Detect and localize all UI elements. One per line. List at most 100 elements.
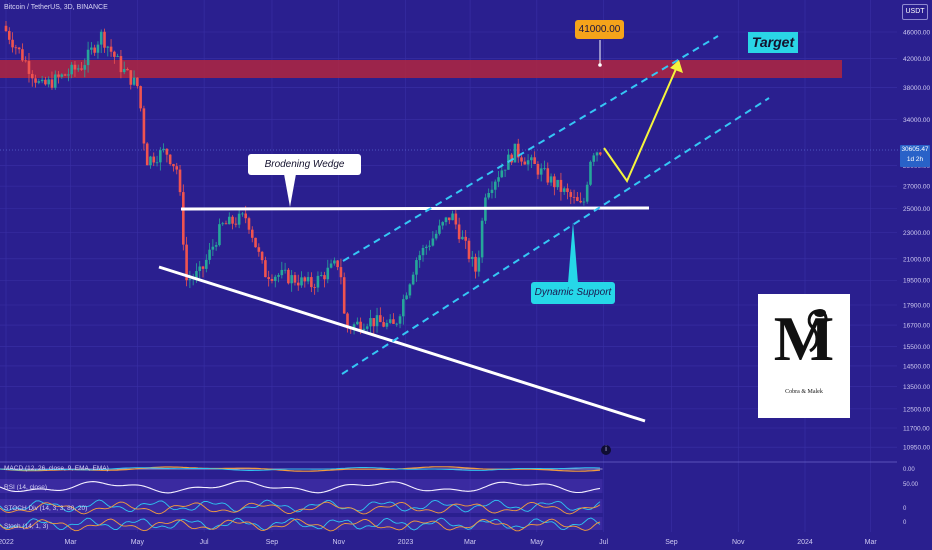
candle-body xyxy=(342,277,346,314)
candle-body xyxy=(526,160,530,165)
candle-body xyxy=(553,176,556,188)
candle-body xyxy=(444,217,448,223)
candle-body xyxy=(418,255,422,261)
candle-body xyxy=(126,68,129,71)
candle-body xyxy=(122,68,126,73)
candle-body xyxy=(415,260,418,275)
candle-body xyxy=(454,213,458,225)
time-tick-label: Sep xyxy=(266,539,279,546)
candle-body xyxy=(53,74,57,88)
candle-body xyxy=(379,315,382,323)
candle-body xyxy=(369,318,372,327)
candle-body xyxy=(438,225,441,234)
candle-body xyxy=(80,68,83,70)
candle-body xyxy=(267,277,270,280)
candle-body xyxy=(392,319,395,324)
candle-body xyxy=(155,162,159,164)
time-tick-label: Jul xyxy=(599,539,608,546)
candle-body xyxy=(313,287,316,288)
grid-lines xyxy=(0,0,897,532)
price-tick-label: 19500.00 xyxy=(903,278,930,285)
candle-body xyxy=(103,31,106,48)
candle-body xyxy=(464,236,467,241)
candle-body xyxy=(188,279,192,281)
price-tick-label: 38000.00 xyxy=(903,85,930,92)
cobra-icon xyxy=(807,309,828,353)
price-tick-label: 34000.00 xyxy=(903,117,930,124)
wedge-upper-line xyxy=(180,206,650,211)
candle-body xyxy=(37,81,41,83)
candle-body xyxy=(214,245,218,247)
candle-body xyxy=(119,56,123,73)
candle-body xyxy=(543,168,546,170)
candle-body xyxy=(503,169,507,171)
candle-body xyxy=(585,184,589,202)
time-tick-label: 2023 xyxy=(398,539,414,546)
candle-body xyxy=(300,277,303,286)
candle-body xyxy=(27,61,31,74)
candle-body xyxy=(572,196,576,198)
candle-body xyxy=(83,65,87,70)
candle-body xyxy=(50,79,54,88)
candle-body xyxy=(375,315,379,327)
candle-body xyxy=(487,192,490,198)
candle-body xyxy=(303,277,307,282)
wedge-lower-line xyxy=(158,265,646,423)
candle-body xyxy=(477,257,481,272)
candle-body xyxy=(434,233,438,239)
candle-body xyxy=(516,143,520,158)
candle-body xyxy=(539,168,543,175)
target-dot xyxy=(598,63,602,67)
candle-body xyxy=(536,164,540,175)
channel-upper-line xyxy=(342,35,719,262)
stoch-band xyxy=(0,517,603,530)
candle-body xyxy=(234,223,238,225)
candle-body xyxy=(287,269,290,284)
stoch-label[interactable]: Stoch (14, 1, 3) xyxy=(4,523,49,530)
candle-body xyxy=(116,56,119,57)
oscillator-axis-label: 0 xyxy=(903,520,907,526)
candle-body xyxy=(283,269,287,271)
macd-label[interactable]: MACD (12, 26, close, 9, EMA, EMA) xyxy=(4,465,109,472)
candle-body xyxy=(277,275,280,277)
candle-body xyxy=(559,179,563,192)
candle-body xyxy=(408,284,412,296)
candle-body xyxy=(523,161,527,165)
time-tick-label: 2022 xyxy=(0,539,14,546)
price-tick-label: 16700.00 xyxy=(903,323,930,330)
candle-body xyxy=(175,166,179,170)
candle-body xyxy=(402,299,405,317)
candle-body xyxy=(227,216,231,225)
projection-arrowhead xyxy=(670,60,683,73)
candle-body xyxy=(86,49,90,66)
candle-body xyxy=(333,260,336,264)
candle-body xyxy=(576,197,579,201)
candle-body xyxy=(405,295,408,300)
candle-body xyxy=(549,176,553,183)
candle-body xyxy=(73,64,77,70)
candle-body xyxy=(339,267,343,278)
candle-body xyxy=(149,156,152,166)
candle-body xyxy=(152,156,156,163)
candle-body xyxy=(329,263,333,268)
candle-body xyxy=(290,275,293,284)
candle-body xyxy=(221,223,225,225)
candle-body xyxy=(490,189,494,193)
candle-body xyxy=(93,47,96,53)
candle-body xyxy=(421,247,425,256)
candle-body xyxy=(447,217,451,221)
currency-button[interactable]: USDT xyxy=(902,4,928,20)
resistance-zone xyxy=(0,60,842,78)
info-icon[interactable]: i xyxy=(601,445,611,455)
candle-body xyxy=(530,157,533,161)
candle-body xyxy=(296,282,300,286)
candle-body xyxy=(257,247,261,252)
rsi-line xyxy=(0,480,601,494)
candle-body xyxy=(106,46,110,48)
candle-body xyxy=(178,169,182,193)
candle-body xyxy=(47,79,50,85)
candle-body xyxy=(17,47,21,50)
stoch-div-label[interactable]: STOCH Div (14, 3, 3, 80, 20) xyxy=(4,505,88,512)
rsi-label[interactable]: RSI (14, close) xyxy=(4,484,47,491)
